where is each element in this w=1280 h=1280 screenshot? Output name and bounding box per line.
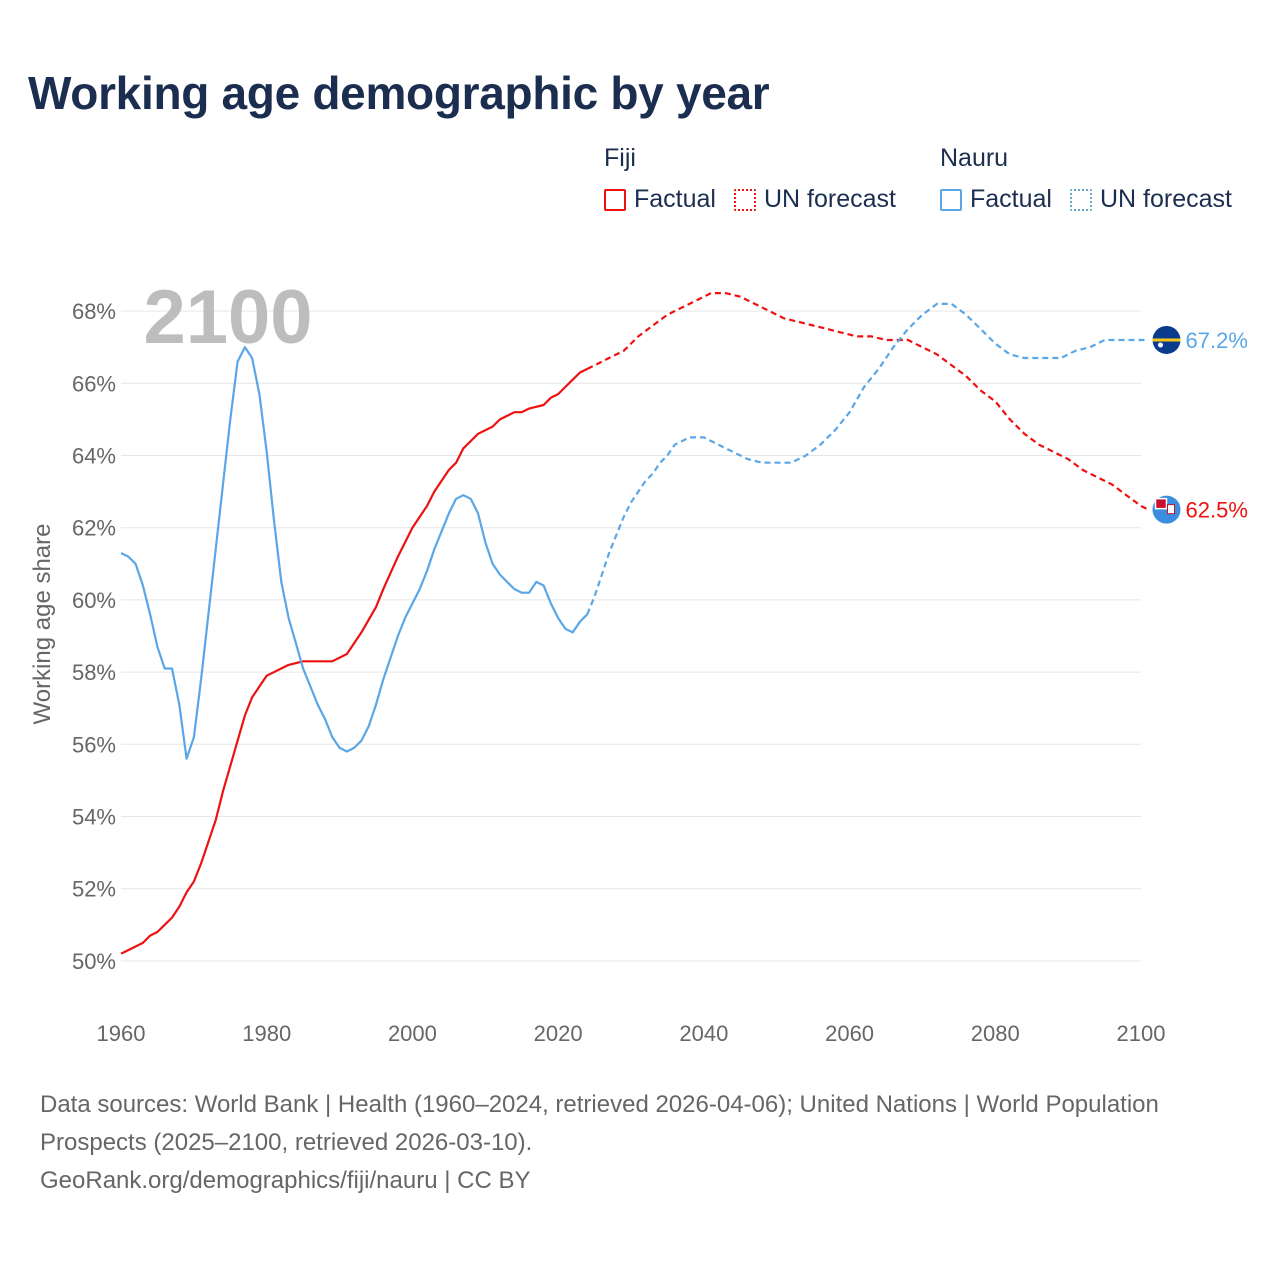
legend-nauru-factual-label: Factual: [970, 185, 1052, 213]
fiji-flag-shield: [1167, 504, 1175, 515]
legend-nauru-forecast[interactable]: UN forecast: [1069, 185, 1232, 214]
fiji-flag-icon: [1152, 495, 1181, 524]
y-tick-label: 50%: [72, 949, 116, 974]
fiji-end-value-label: 62.5%: [1186, 498, 1248, 523]
y-tick-label: 54%: [72, 805, 116, 830]
legend-fiji-forecast[interactable]: UN forecast: [733, 185, 896, 214]
fiji-factual-line[interactable]: [120, 367, 588, 955]
fiji-forecast-line[interactable]: [586, 292, 1149, 511]
x-tick-label: 2080: [971, 1021, 1020, 1046]
y-tick-label: 66%: [72, 371, 116, 396]
nauru-flag-icon: [1152, 325, 1181, 354]
x-tick-label: 1980: [242, 1021, 291, 1046]
nauru-forecast-line[interactable]: [586, 302, 1149, 615]
grid-layer: [121, 310, 1141, 962]
series-layer: [120, 292, 1149, 955]
legend-fiji-name: Fiji: [604, 144, 636, 172]
legend-fiji-factual[interactable]: Factual: [604, 185, 716, 214]
legend-nauru: Nauru Factual UN forecast: [940, 144, 1250, 214]
year-watermark: 2100: [143, 275, 312, 360]
legend-nauru-factual[interactable]: Factual: [940, 185, 1052, 214]
x-tick-label: 2020: [534, 1021, 583, 1046]
nauru-flag-stripe: [1152, 338, 1181, 342]
y-axis-label: Working age share: [29, 524, 56, 725]
x-tick-label: 2060: [825, 1021, 874, 1046]
footer-sources: Data sources: World Bank | Health (1960–…: [40, 1091, 1159, 1156]
marker-layer: 62.5% 67.2%: [1152, 325, 1248, 524]
x-tick-label: 2040: [679, 1021, 728, 1046]
chart-title: Working age demographic by year: [28, 67, 770, 119]
nauru-flag-star: [1158, 342, 1163, 348]
x-tick-label: 1960: [97, 1021, 146, 1046]
y-tick-label: 64%: [72, 444, 116, 469]
y-tick-label: 56%: [72, 732, 116, 757]
legend-nauru-forecast-swatch: [1069, 188, 1092, 211]
legend-fiji-factual-label: Factual: [634, 185, 716, 213]
footer: Data sources: World Bank | Health (1960–…: [40, 1086, 1180, 1200]
nauru-end-value-label: 67.2%: [1186, 328, 1248, 353]
y-tick-label: 68%: [72, 299, 116, 324]
legend-fiji-factual-swatch: [604, 188, 626, 211]
footer-attribution: GeoRank.org/demographics/fiji/nauru | CC…: [40, 1167, 531, 1194]
legend-nauru-name: Nauru: [940, 144, 1009, 172]
fiji-flag-canton: [1154, 497, 1168, 510]
y-tick-label: 60%: [72, 588, 116, 613]
nauru-factual-line[interactable]: [120, 346, 589, 760]
y-tick-label: 58%: [72, 660, 116, 685]
legend-fiji-forecast-swatch: [733, 188, 756, 211]
legend-fiji-forecast-label: UN forecast: [763, 185, 896, 213]
y-tick-label: 62%: [72, 516, 116, 541]
legend-fiji: Fiji Factual UN forecast: [604, 144, 914, 214]
y-tick-label: 52%: [72, 877, 116, 902]
x-tick-label: 2100: [1117, 1021, 1166, 1046]
legend-nauru-factual-swatch: [940, 188, 962, 211]
legend-nauru-forecast-label: UN forecast: [1099, 185, 1232, 213]
axis-layer: 50% 52% 54% 56% 58% 60% 62% 64% 66% 68% 1960 1980 20…: [72, 299, 1166, 1046]
x-tick-label: 2000: [388, 1021, 437, 1046]
